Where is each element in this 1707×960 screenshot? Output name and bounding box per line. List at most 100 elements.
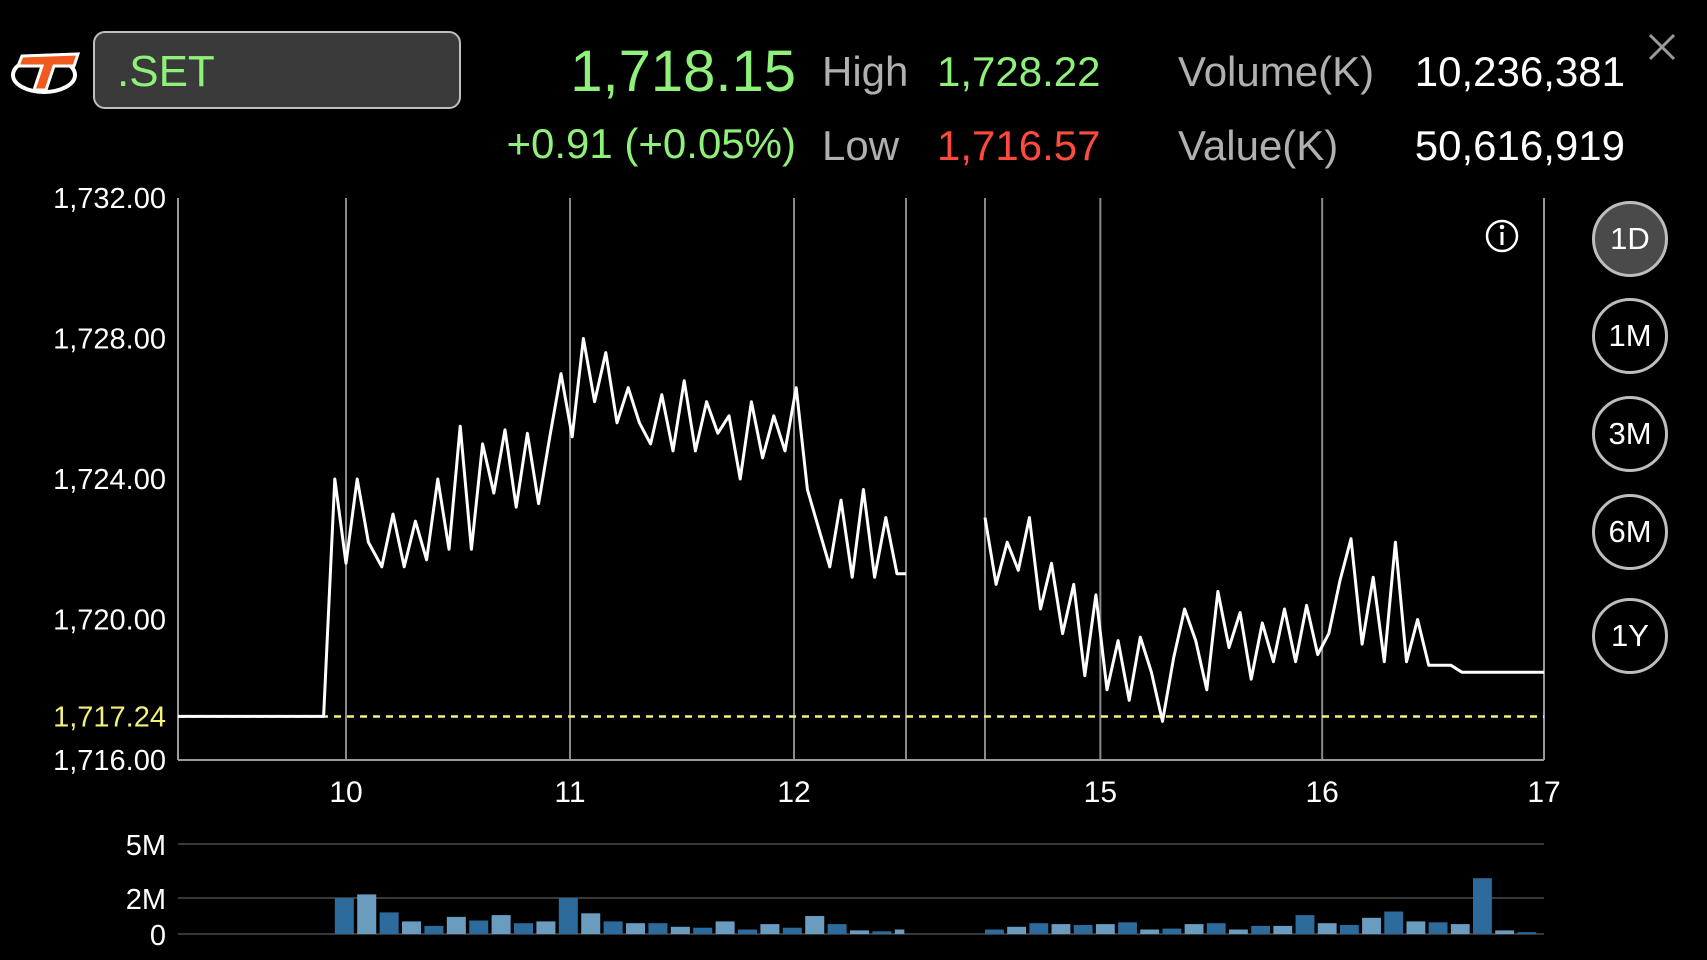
- volume-bar: [1517, 932, 1537, 934]
- volume-bar: [536, 921, 556, 934]
- volume-bar: [603, 921, 623, 934]
- symbol-text: .SET: [117, 47, 215, 96]
- volume-bar: [827, 924, 847, 934]
- volume-bar: [1029, 923, 1049, 934]
- volume-bar: [1251, 925, 1271, 934]
- x-tick-label: 17: [1527, 776, 1560, 809]
- volume-bar: [1206, 923, 1226, 934]
- volume-bar: [558, 898, 578, 934]
- reference-line-label: 1,717.24: [53, 701, 166, 733]
- x-tick-label: 16: [1305, 776, 1338, 809]
- volume-bar: [626, 923, 646, 934]
- volume-bar: [1118, 922, 1137, 934]
- volume-bar: [1295, 915, 1315, 934]
- volume-bar: [446, 916, 466, 934]
- volume-bar: [1162, 928, 1182, 934]
- brand-logo: [11, 52, 81, 94]
- volume-bar: [1317, 923, 1337, 934]
- volume-bar: [872, 931, 892, 934]
- volume-bar: [1428, 922, 1448, 934]
- volume-bar: [334, 898, 354, 934]
- volume-bar: [1384, 911, 1404, 934]
- y-tick-label: 1,720.00: [53, 605, 166, 637]
- x-tick-labels: 10 11 12 15 16 17: [329, 776, 1560, 809]
- low-label: Low: [822, 122, 900, 169]
- volume-bar: [1007, 926, 1027, 934]
- x-tick-label: 12: [777, 776, 810, 809]
- volume-bar: [424, 925, 444, 934]
- volume-bar: [1140, 929, 1160, 934]
- y-tick-label: 1,716.00: [53, 745, 166, 777]
- high-label: High: [822, 48, 909, 95]
- value-value: 50,616,919: [1414, 122, 1625, 169]
- timeframe-1m-button[interactable]: 1M: [1592, 298, 1668, 374]
- volume-bar: [805, 916, 825, 934]
- y-tick-label: 1,724.00: [53, 464, 166, 496]
- x-tick-label: 15: [1084, 776, 1117, 809]
- value-label: Value(K): [1178, 122, 1339, 169]
- volume-bar: [469, 920, 489, 934]
- close-icon[interactable]: [1645, 30, 1679, 64]
- reference-line-group: 1,717.24: [53, 701, 1544, 733]
- volume-bar: [402, 921, 422, 934]
- x-tick-label: 10: [329, 776, 362, 809]
- timeframe-1y-button[interactable]: 1Y: [1592, 598, 1668, 674]
- timeframe-6m-label: 6M: [1608, 514, 1652, 549]
- volume-bar: [514, 923, 534, 934]
- volume-bar: [1095, 924, 1115, 934]
- volume-bar: [1051, 924, 1071, 934]
- y-tick-labels: 1,732.00 1,728.00 1,724.00 1,720.00 1,716.00: [53, 183, 166, 777]
- volume-bar: [1229, 929, 1248, 934]
- volume-bar: [581, 913, 601, 934]
- volume-bar: [894, 929, 905, 934]
- timeframe-1d-button[interactable]: 1D: [1592, 201, 1668, 277]
- volume-bar: [357, 894, 377, 934]
- volume-bar: [648, 923, 668, 934]
- volume-bar: [379, 912, 399, 934]
- volume-bar: [670, 926, 690, 934]
- volume-bar: [738, 929, 758, 934]
- volume-bar: [715, 921, 735, 934]
- x-tick-label: 11: [554, 776, 585, 809]
- volume-bar: [1339, 925, 1359, 934]
- volume-bar: [491, 915, 511, 934]
- volume-bar: [1273, 925, 1293, 934]
- volume-bar: [850, 930, 870, 934]
- volume-tick-label: 0: [150, 920, 166, 952]
- price-line-afternoon: [983, 516, 1544, 723]
- volume-tick-label: 2M: [126, 884, 166, 916]
- volume-value: 10,236,381: [1414, 48, 1625, 95]
- volume-bar: [1406, 921, 1426, 934]
- volume-label: Volume(K): [1178, 48, 1375, 95]
- volume-bar: [1473, 878, 1492, 934]
- low-value: 1,716.57: [937, 122, 1101, 169]
- last-price: 1,718.15: [570, 39, 796, 104]
- price-series: [178, 337, 1544, 723]
- y-tick-label: 1,732.00: [53, 183, 166, 215]
- volume-bar: [985, 929, 1004, 934]
- volume-tick-label: 5M: [126, 830, 166, 862]
- info-icon[interactable]: [1485, 219, 1519, 253]
- timeframe-3m-button[interactable]: 3M: [1592, 396, 1668, 472]
- volume-bar: [1073, 925, 1093, 934]
- volume-bars: [334, 878, 1537, 934]
- timeframe-3m-label: 3M: [1608, 416, 1652, 451]
- volume-tick-labels: 5M 2M 0: [126, 830, 166, 952]
- volume-bar: [760, 924, 780, 934]
- timeframe-1d-label: 1D: [1610, 221, 1650, 256]
- volume-bar: [1495, 930, 1515, 934]
- timeframe-1y-label: 1Y: [1611, 618, 1649, 653]
- volume-bar: [1450, 924, 1470, 934]
- volume-bar: [1184, 924, 1204, 934]
- symbol-search-box[interactable]: .SET: [93, 31, 461, 109]
- chart-axes: [177, 198, 1545, 761]
- timeframe-1m-label: 1M: [1608, 318, 1652, 353]
- volume-bar: [1362, 917, 1381, 934]
- volume-bar: [782, 927, 802, 934]
- vertical-grid: [345, 198, 1324, 760]
- timeframe-6m-button[interactable]: 6M: [1592, 494, 1668, 570]
- price-change: +0.91 (+0.05%): [506, 120, 796, 167]
- high-value: 1,728.22: [937, 48, 1101, 95]
- volume-bar: [693, 927, 713, 934]
